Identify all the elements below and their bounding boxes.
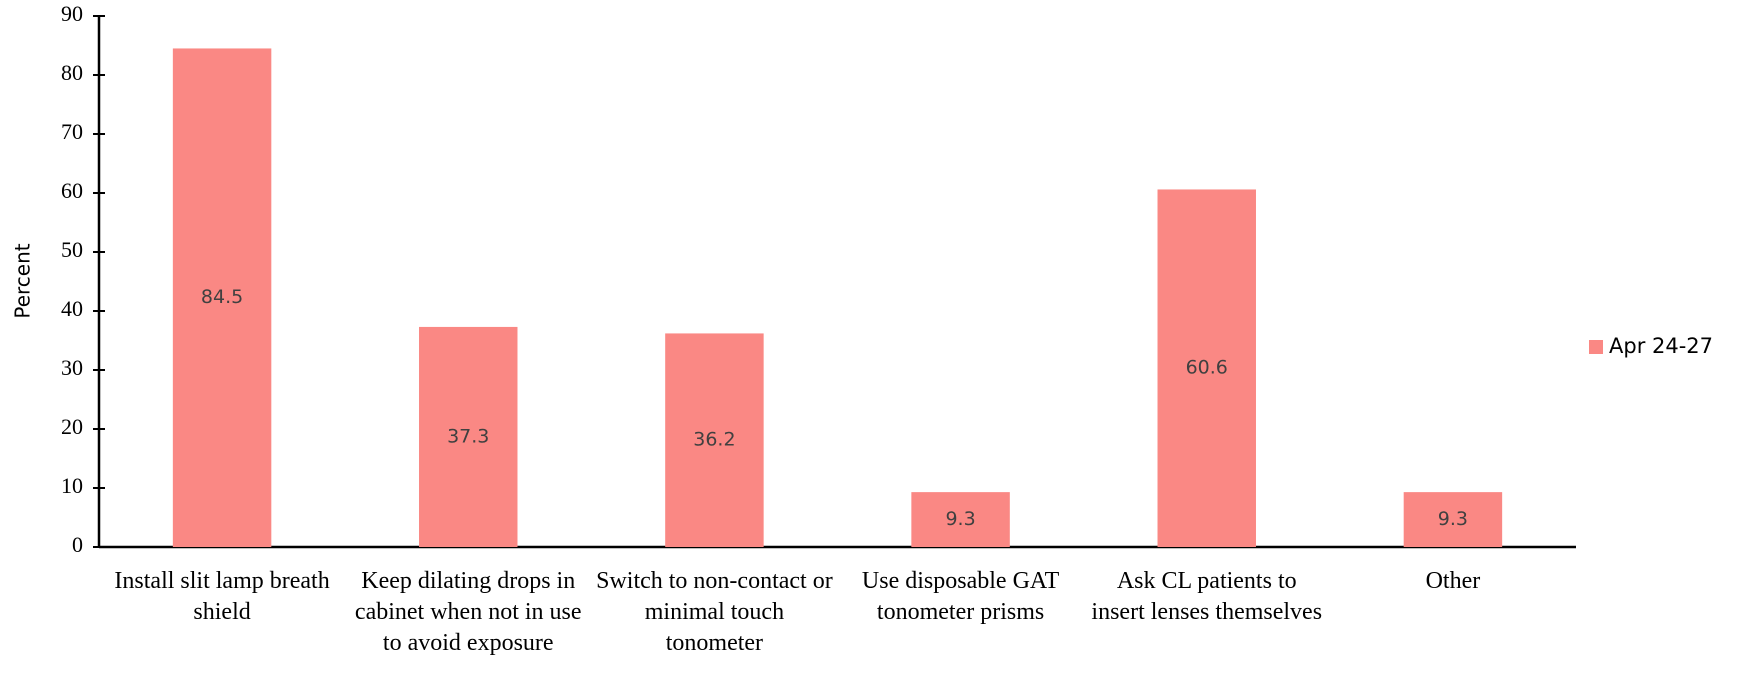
- y-tick-label: 90: [61, 1, 83, 26]
- y-tick-label: 60: [61, 178, 83, 203]
- y-tick-label: 70: [61, 119, 83, 144]
- y-tick-label: 40: [61, 296, 83, 321]
- y-tick-label: 10: [61, 473, 83, 498]
- y-tick-label: 50: [61, 237, 83, 262]
- value-label: 9.3: [1438, 508, 1468, 530]
- legend-swatch: [1589, 340, 1603, 354]
- x-tick-label: Use disposable GAT tonometer prisms: [861, 568, 1060, 625]
- x-tick-label: Keep dilating drops in cabinet when not …: [354, 568, 582, 656]
- value-label: 36.2: [693, 429, 735, 451]
- y-tick-label: 30: [61, 355, 83, 380]
- legend-label: Apr 24-27: [1609, 334, 1713, 358]
- value-label: 37.3: [447, 425, 489, 447]
- x-tick-label: Ask CL patients to insert lenses themsel…: [1091, 568, 1323, 625]
- y-tick-label: 80: [61, 60, 83, 85]
- y-tick-label: 0: [72, 532, 83, 557]
- value-label: 9.3: [945, 508, 975, 530]
- bar: [172, 48, 272, 547]
- bar: [419, 326, 518, 547]
- y-tick-label: 20: [61, 414, 83, 439]
- bar: [1157, 189, 1256, 547]
- value-label: 84.5: [201, 286, 243, 308]
- x-tick-label: Other: [1425, 568, 1481, 594]
- value-label: 60.6: [1186, 357, 1228, 379]
- y-axis-label: Percent: [11, 243, 35, 318]
- bar: [665, 333, 764, 547]
- x-tick-label: Switch to non-contact or minimal touch t…: [596, 568, 833, 656]
- bar: [1403, 492, 1503, 547]
- bar: [911, 492, 1010, 547]
- x-tick-label: Install slit lamp breath shield: [114, 568, 330, 625]
